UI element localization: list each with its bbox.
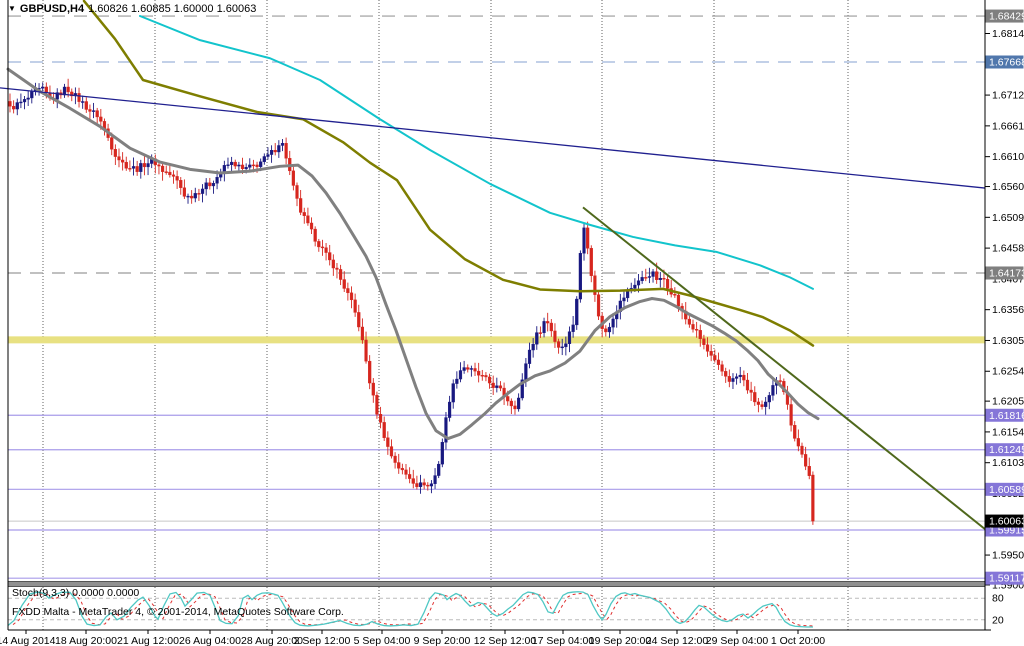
ma-slow-cyan xyxy=(139,15,814,290)
copyright-label: FXDD Malta - MetaTrader 4, © 2001-2014, … xyxy=(12,606,344,618)
grid-lines xyxy=(42,0,849,630)
svg-text:1.60589: 1.60589 xyxy=(989,484,1024,496)
svg-text:1.68429: 1.68429 xyxy=(989,11,1024,23)
chart-title-symbol: GBPUSD,H4 xyxy=(19,3,85,15)
svg-text:1.61540: 1.61540 xyxy=(992,426,1024,438)
stoch-d-line xyxy=(12,592,813,627)
time-axis[interactable]: 14 Aug 2014 18 Aug 20:00 21 Aug 12:00 26 Au… xyxy=(0,630,825,646)
svg-text:29 Sep 04:00: 29 Sep 04:00 xyxy=(706,635,769,646)
price-label-1.61816: 1.61816 xyxy=(985,408,1024,422)
price-label-1.67668: 1.67668 xyxy=(985,55,1024,69)
yellow-band-level xyxy=(8,336,985,344)
svg-text:1.66100: 1.66100 xyxy=(992,151,1024,163)
price-label-1.64173: 1.64173 xyxy=(985,266,1024,280)
horizontal-levels xyxy=(8,15,985,579)
price-label-1.59117: 1.59117 xyxy=(985,571,1024,585)
svg-text:1.63565: 1.63565 xyxy=(992,304,1024,316)
symbol-dropdown-icon[interactable]: ▼ xyxy=(8,4,16,13)
ma-mid-olive xyxy=(82,0,815,347)
svg-text:1.59117: 1.59117 xyxy=(989,573,1024,585)
svg-text:1.59500: 1.59500 xyxy=(992,550,1024,562)
svg-text:1.62050: 1.62050 xyxy=(992,396,1024,408)
indicator-label: Stoch(9,3,3) 0.0000 0.0000 xyxy=(12,587,140,599)
svg-text:1.68140: 1.68140 xyxy=(992,28,1024,40)
svg-text:17 Sep 04:00: 17 Sep 04:00 xyxy=(532,635,595,646)
ma-fast-gray xyxy=(6,67,820,441)
svg-text:24 Sep 12:00: 24 Sep 12:00 xyxy=(646,635,709,646)
descending-channel-line xyxy=(0,87,986,189)
svg-text:1.63055: 1.63055 xyxy=(992,335,1024,347)
svg-text:2 Sep 12:00: 2 Sep 12:00 xyxy=(294,635,351,646)
svg-text:1.62545: 1.62545 xyxy=(992,366,1024,378)
chart-title-ohlc: 1.60826 1.60885 1.60000 1.60063 xyxy=(88,3,257,15)
svg-text:1.67120: 1.67120 xyxy=(992,90,1024,102)
svg-text:20: 20 xyxy=(992,614,1004,626)
svg-text:1.60063: 1.60063 xyxy=(989,516,1024,528)
svg-text:14 Aug 2014: 14 Aug 2014 xyxy=(0,635,56,646)
svg-text:1.65095: 1.65095 xyxy=(992,212,1024,224)
chart-title: ▼ GBPUSD,H4 1.60826 1.60885 1.60000 1.60… xyxy=(8,3,256,15)
svg-text:80: 80 xyxy=(992,593,1004,605)
svg-text:1.66610: 1.66610 xyxy=(992,120,1024,132)
svg-text:18 Aug 20:00: 18 Aug 20:00 xyxy=(55,635,117,646)
peak-downtrend-line xyxy=(582,206,986,530)
panel-borders xyxy=(7,0,991,631)
price-label-1.60063: 1.60063 xyxy=(985,514,1024,528)
svg-text:19 Sep 20:00: 19 Sep 20:00 xyxy=(589,635,652,646)
price-label-1.60589: 1.60589 xyxy=(985,482,1024,496)
svg-text:1.64173: 1.64173 xyxy=(989,267,1024,279)
svg-text:5 Sep 04:00: 5 Sep 04:00 xyxy=(354,635,411,646)
svg-text:1.61816: 1.61816 xyxy=(989,410,1024,422)
svg-text:1 Oct 20:00: 1 Oct 20:00 xyxy=(771,635,825,646)
svg-text:9 Sep 20:00: 9 Sep 20:00 xyxy=(414,635,471,646)
panel-separator[interactable] xyxy=(8,581,985,587)
svg-text:1.65605: 1.65605 xyxy=(992,181,1024,193)
svg-text:21 Aug 12:00: 21 Aug 12:00 xyxy=(117,635,179,646)
candles-layer xyxy=(8,78,815,525)
svg-text:1.64585: 1.64585 xyxy=(992,243,1024,255)
svg-text:1.67668: 1.67668 xyxy=(989,57,1024,69)
price-label-1.68429: 1.68429 xyxy=(985,9,1024,23)
stochastic-panel[interactable] xyxy=(7,591,985,628)
stoch-k-line xyxy=(7,591,813,628)
svg-text:26 Aug 04:00: 26 Aug 04:00 xyxy=(179,635,241,646)
svg-text:1.61030: 1.61030 xyxy=(992,457,1024,469)
svg-text:28 Aug 20:00: 28 Aug 20:00 xyxy=(241,635,303,646)
svg-text:1.61245: 1.61245 xyxy=(989,444,1024,456)
svg-text:12 Sep 12:00: 12 Sep 12:00 xyxy=(474,635,537,646)
price-label-1.61245: 1.61245 xyxy=(985,443,1024,457)
